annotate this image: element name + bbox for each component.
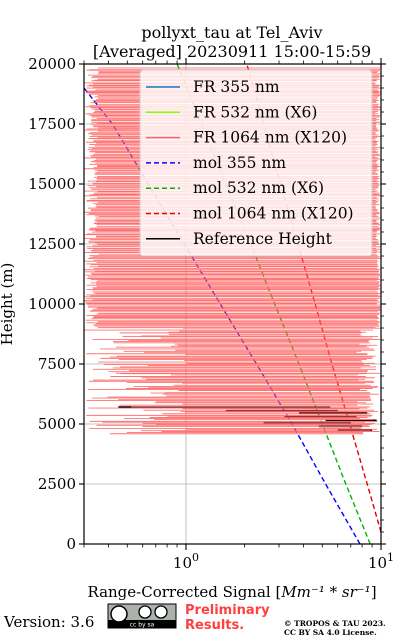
y-tick-label: 12500 — [28, 235, 76, 253]
series-line-0 — [83, 87, 361, 545]
legend-label: Reference Height — [193, 230, 333, 248]
legend-label: FR 355 nm — [193, 78, 280, 96]
y-tick-label: 15000 — [28, 175, 76, 193]
x-axis-label: Range-Corrected Signal [Mm⁻¹ * sr⁻¹] — [87, 583, 376, 601]
by-icon — [138, 605, 152, 619]
y-tick-label: 7500 — [38, 355, 76, 373]
y-tick-label: 0 — [66, 535, 76, 553]
y-tick-label: 10000 — [28, 295, 76, 313]
cc-icon — [110, 605, 128, 623]
x-tick-label: 100 — [173, 551, 199, 572]
y-axis-label: Height (m) — [0, 263, 16, 346]
legend-label: mol 532 nm (X6) — [193, 179, 324, 197]
legend-label: mol 355 nm — [193, 154, 286, 172]
y-tick-label: 5000 — [38, 415, 76, 433]
legend-box — [139, 69, 373, 257]
legend-label: FR 532 nm (X6) — [193, 103, 317, 121]
chart-title: pollyxt_tau at Tel_Aviv — [141, 23, 322, 42]
legend: FR 355 nm FR 532 nm (X6) FR 1064 nm (X120)… — [139, 69, 373, 257]
y-tick-label: 20000 — [28, 55, 76, 73]
x-tick-label: 101 — [368, 551, 394, 572]
sa-icon — [154, 605, 168, 619]
preliminary-label: Preliminary — [185, 603, 270, 618]
results-label: Results. — [185, 618, 244, 633]
y-tick-label: 2500 — [38, 475, 76, 493]
legend-label: FR 1064 nm (X120) — [193, 129, 347, 147]
axes: 0 2500 5000 7500 10000 12500 15000 17500 20000 10… — [28, 55, 394, 572]
chart-subtitle: [Averaged] 20230911 15:00-15:59 — [93, 42, 371, 61]
copyright-line-1: © TROPOS & TAU 2023. — [284, 619, 386, 628]
legend-label: mol 1064 nm (X120) — [193, 205, 354, 223]
cc-badge-text: cc by sa — [130, 622, 155, 629]
copyright-line-2: CC BY SA 4.0 License. — [284, 628, 377, 637]
cc-license-badge: cc by sa — [107, 603, 177, 629]
version-label: Version: 3.6 — [3, 613, 94, 631]
y-tick-label: 17500 — [28, 115, 76, 133]
